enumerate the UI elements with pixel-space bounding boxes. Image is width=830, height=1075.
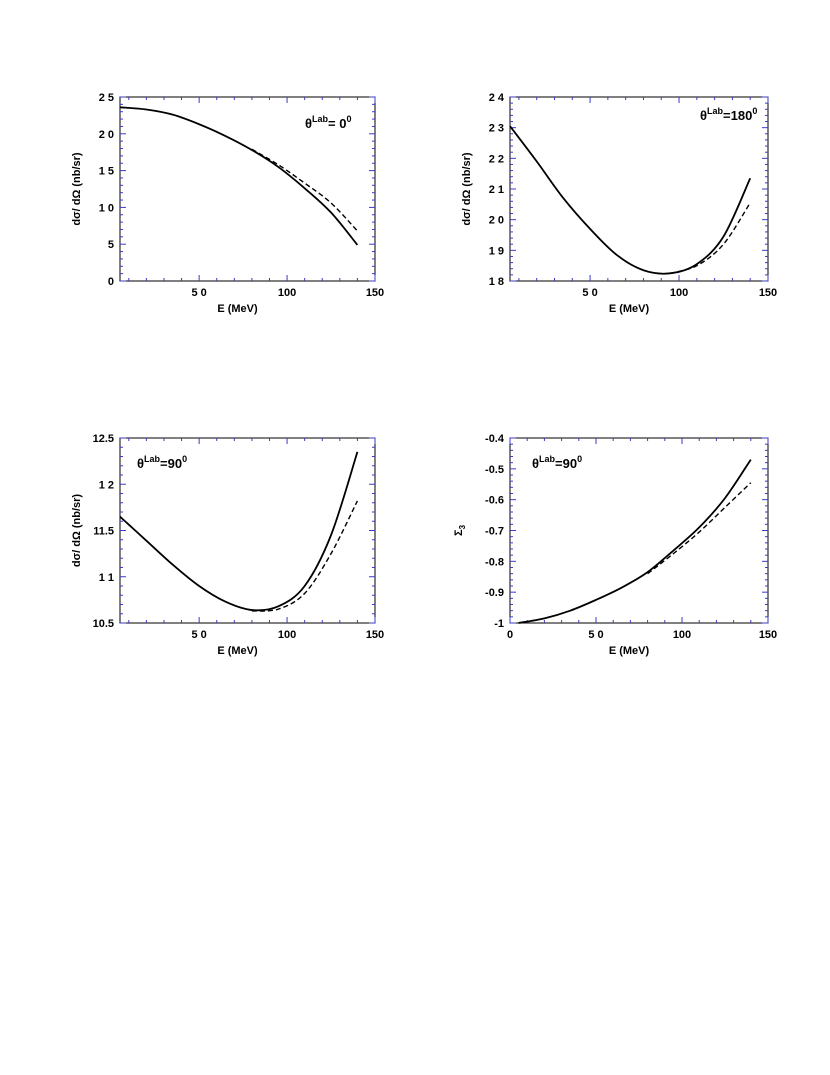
y-tick-label: 2 0: [99, 129, 114, 141]
x-tick-label: 100: [673, 629, 691, 641]
plot-frame: [119, 96, 376, 282]
x-tick-label: 5 0: [191, 287, 206, 299]
y-axis-title: dσ/ dΩ (nb/sr): [71, 494, 83, 568]
x-tick-label: 5 0: [191, 629, 206, 641]
y-tick-label: 5: [108, 239, 114, 251]
plot-frame: [119, 437, 376, 624]
dashed-series-line: [251, 500, 359, 612]
x-tick-label: 150: [366, 629, 384, 641]
x-tick-label: 100: [278, 287, 296, 299]
y-tick-label: -1: [494, 618, 504, 630]
y-axis-title: dσ/ dΩ (nb/sr): [71, 152, 83, 226]
y-tick-label: 2 2: [489, 153, 504, 165]
x-tick-label: 100: [670, 287, 688, 299]
annotation-theta: θ: [532, 456, 539, 471]
annotation-degree: 0: [346, 114, 351, 124]
y-tick-label: 1 5: [99, 166, 114, 178]
annotation-superscript: Lab: [144, 454, 161, 464]
y-axis-title: dσ/ dΩ (nb/sr): [461, 152, 473, 226]
dashed-series-line: [669, 202, 751, 275]
annotation-degree: 0: [182, 454, 187, 464]
solid-series-line: [119, 451, 359, 612]
y-tick-label: -0.4: [485, 433, 505, 445]
x-tick-label: 150: [366, 287, 384, 299]
y-tick-label: 12.5: [93, 433, 114, 445]
angle-annotation: θLab= 00: [305, 114, 352, 131]
annotation-degree: 0: [752, 106, 757, 116]
y-tick-label: 1 9: [489, 245, 504, 257]
x-axis-title: E (MeV): [217, 303, 258, 315]
dashed-series-line: [251, 148, 358, 232]
x-axis-title: E (MeV): [217, 645, 258, 657]
y-tick-label: 2 3: [489, 123, 504, 135]
annotation-value: = 0: [328, 116, 346, 131]
y-tick-label: 10.5: [93, 618, 114, 630]
annotation-degree: 0: [577, 454, 582, 464]
x-axis-title: E (MeV): [609, 303, 650, 315]
x-tick-label: 5 0: [588, 629, 603, 641]
y-axis-title-subscript: 3: [458, 524, 467, 529]
y-tick-label: -0.5: [485, 464, 504, 476]
y-tick-label: -0.7: [485, 526, 504, 538]
y-tick-label: 2 0: [489, 215, 504, 227]
plot-frame: [509, 96, 769, 282]
annotation-theta: θ: [137, 456, 144, 471]
solid-series-line: [509, 125, 752, 275]
y-tick-label: 1 8: [489, 276, 504, 288]
angle-annotation: θLab=900: [532, 454, 582, 471]
plot-frame: [509, 437, 769, 624]
angle-annotation: θLab=1800: [700, 106, 757, 123]
annotation-theta: θ: [305, 116, 312, 131]
y-tick-label: 11.5: [93, 526, 114, 538]
y-tick-label: 2 5: [99, 92, 114, 104]
annotation-superscript: Lab: [539, 454, 556, 464]
annotation-value: =90: [160, 456, 182, 471]
y-tick-label: 2 4: [489, 92, 505, 104]
annotation-superscript: Lab: [707, 106, 724, 116]
x-tick-label: 5 0: [582, 287, 597, 299]
annotation-value: =90: [555, 456, 577, 471]
angle-annotation: θLab=900: [137, 454, 187, 471]
y-tick-label: 1 1: [99, 572, 114, 584]
x-tick-label: 100: [278, 629, 296, 641]
x-tick-label: 150: [759, 629, 777, 641]
y-tick-label: -0.6: [485, 495, 504, 507]
x-axis-title: E (MeV): [609, 645, 650, 657]
y-axis-title: Σ3: [453, 524, 467, 536]
x-tick-label: 0: [507, 629, 513, 641]
annotation-superscript: Lab: [312, 114, 329, 124]
y-tick-label: -0.9: [485, 587, 504, 599]
solid-series-line: [518, 459, 752, 624]
annotation-theta: θ: [700, 108, 707, 123]
annotation-value: =180: [723, 108, 752, 123]
y-tick-label: 2 1: [489, 184, 504, 196]
x-tick-label: 150: [759, 287, 777, 299]
y-tick-label: 0: [108, 276, 114, 288]
dashed-series-line: [647, 482, 752, 575]
solid-series-line: [119, 106, 359, 246]
y-tick-label: 1 0: [99, 202, 114, 214]
y-tick-label: -0.8: [485, 556, 504, 568]
y-tick-label: 1 2: [99, 479, 114, 491]
